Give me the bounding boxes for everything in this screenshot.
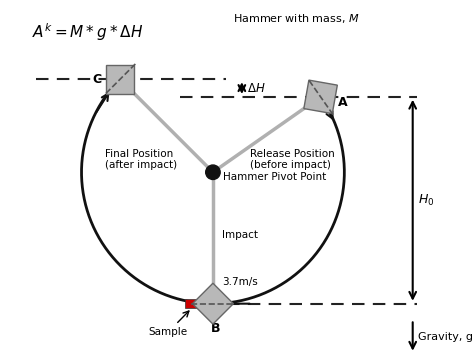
Text: Sample: Sample <box>148 311 189 337</box>
Circle shape <box>206 165 220 180</box>
Text: $\Delta H$: $\Delta H$ <box>247 82 265 94</box>
Text: Gravity, g: Gravity, g <box>418 332 473 342</box>
Text: Release Position
(before impact): Release Position (before impact) <box>250 149 335 170</box>
Text: B: B <box>211 322 220 335</box>
Text: A: A <box>337 95 347 109</box>
Text: Hammer with mass, $M$: Hammer with mass, $M$ <box>233 12 359 25</box>
Text: Impact: Impact <box>222 230 258 240</box>
Bar <box>185 299 199 308</box>
Text: Final Position
(after impact): Final Position (after impact) <box>105 149 177 170</box>
Text: C: C <box>92 73 101 86</box>
Polygon shape <box>192 283 233 324</box>
Polygon shape <box>304 80 337 114</box>
Text: $A^k = M * g * \Delta H$: $A^k = M * g * \Delta H$ <box>32 21 143 43</box>
Text: $H_0$: $H_0$ <box>418 193 434 208</box>
Text: Hammer Pivot Point: Hammer Pivot Point <box>223 173 327 182</box>
Polygon shape <box>106 65 135 94</box>
Text: 3.7m/s: 3.7m/s <box>222 277 258 286</box>
